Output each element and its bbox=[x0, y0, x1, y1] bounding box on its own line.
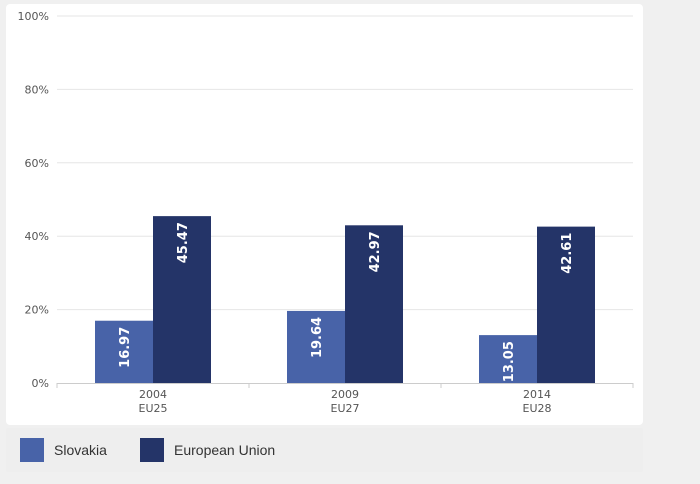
bar-european-union bbox=[153, 216, 211, 383]
y-tick-label: 80% bbox=[25, 83, 49, 96]
x-tick-label-year: 2014 bbox=[523, 388, 551, 401]
data-label: 16.97 bbox=[118, 327, 133, 368]
bar-slovakia bbox=[95, 320, 153, 383]
y-tick-label: 0% bbox=[32, 377, 49, 390]
legend-swatch-slovakia bbox=[20, 438, 44, 462]
data-labels: 16.97 45.47 19.64 42.97 13.05 42.61 bbox=[118, 222, 575, 382]
legend-label-slovakia: Slovakia bbox=[54, 442, 107, 458]
x-tick-label-group: EU27 bbox=[331, 402, 360, 415]
y-tick-label: 100% bbox=[18, 10, 49, 23]
x-axis bbox=[56, 383, 634, 388]
bar-european-union bbox=[345, 225, 403, 383]
y-tick-label: 40% bbox=[25, 230, 49, 243]
legend-label-european-union: European Union bbox=[174, 442, 276, 458]
bar-slovakia bbox=[287, 310, 345, 383]
legend-item-european-union[interactable]: European Union bbox=[140, 438, 275, 462]
bars bbox=[95, 216, 595, 383]
y-tick-label: 60% bbox=[25, 157, 49, 170]
x-tick-label-group: EU28 bbox=[523, 402, 552, 415]
data-label: 42.97 bbox=[368, 231, 383, 272]
y-tick-label: 20% bbox=[25, 304, 49, 317]
legend: Slovakia European Union bbox=[6, 428, 643, 472]
x-tick-label-year: 2004 bbox=[139, 388, 167, 401]
legend-swatch-european-union bbox=[140, 438, 164, 462]
bar-european-union bbox=[537, 226, 595, 383]
x-tick-label-group: EU25 bbox=[139, 402, 168, 415]
legend-item-slovakia[interactable]: Slovakia bbox=[20, 438, 107, 462]
y-axis-ticks: 0% 20% 40% 60% 80% 100% bbox=[18, 10, 49, 390]
x-tick-label-year: 2009 bbox=[331, 388, 359, 401]
data-label: 13.05 bbox=[502, 341, 517, 382]
data-label: 19.64 bbox=[310, 317, 325, 358]
data-label: 45.47 bbox=[176, 222, 191, 263]
bar-slovakia bbox=[479, 335, 537, 383]
data-label: 42.61 bbox=[560, 233, 575, 274]
